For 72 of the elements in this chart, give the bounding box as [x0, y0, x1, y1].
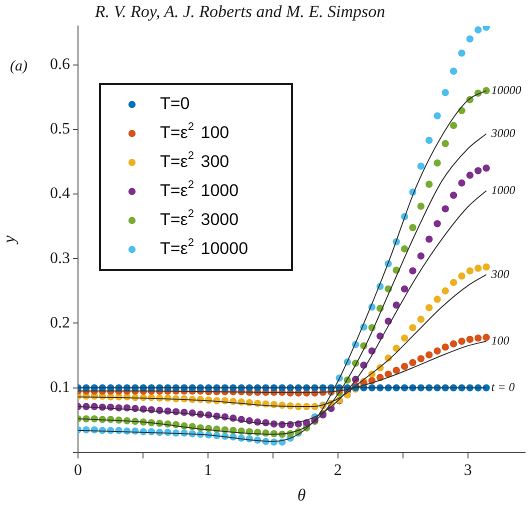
- point: [482, 263, 490, 271]
- point: [442, 205, 449, 212]
- point: [458, 272, 466, 280]
- y-tick-label: 0.2: [50, 314, 70, 332]
- point: [417, 202, 425, 210]
- series-label: 1000: [491, 182, 516, 197]
- point: [409, 224, 416, 232]
- point: [417, 162, 425, 170]
- point: [417, 316, 425, 323]
- point: [409, 324, 416, 332]
- point: [466, 35, 474, 43]
- point: [392, 366, 400, 374]
- x-tick-label: 1: [204, 462, 212, 480]
- point: [434, 112, 441, 120]
- point: [442, 88, 449, 96]
- point: [474, 264, 482, 272]
- series-label: 3000: [490, 126, 516, 140]
- point: [474, 334, 482, 342]
- y-tick-label: 0.1: [50, 378, 70, 396]
- point: [409, 267, 416, 274]
- point: [482, 87, 490, 94]
- y-axis-title: y: [0, 234, 19, 245]
- series-label: 100: [491, 333, 510, 348]
- point: [426, 351, 433, 358]
- point: [450, 122, 458, 130]
- x-tick-label: 2: [334, 462, 342, 480]
- point: [400, 245, 408, 252]
- point: [434, 296, 441, 303]
- point: [417, 252, 425, 260]
- point: [392, 302, 400, 309]
- series-label: t = 0: [491, 380, 515, 394]
- point: [450, 192, 458, 199]
- point: [466, 336, 474, 343]
- point: [426, 236, 433, 243]
- legend-label: T=0: [160, 94, 190, 114]
- point: [434, 159, 441, 167]
- point: [450, 278, 458, 286]
- point: [442, 140, 449, 148]
- x-tick-label: 0: [74, 462, 82, 480]
- point: [434, 347, 441, 355]
- point: [400, 362, 408, 370]
- point: [474, 26, 482, 34]
- point: [458, 179, 466, 187]
- x-tick-label: 3: [464, 462, 472, 480]
- point: [434, 220, 441, 228]
- point: [466, 267, 474, 274]
- point: [450, 68, 458, 75]
- point: [442, 287, 449, 294]
- point: [482, 334, 490, 341]
- series-label: 10000: [491, 82, 522, 97]
- point: [426, 180, 433, 188]
- point: [442, 343, 449, 351]
- point: [474, 167, 482, 174]
- point: [409, 359, 416, 366]
- y-tick-label: 0.4: [50, 185, 70, 202]
- point: [426, 136, 433, 144]
- y-tick-label: 0.3: [50, 250, 70, 267]
- point: [458, 338, 466, 345]
- point: [400, 285, 408, 293]
- point: [482, 164, 490, 172]
- text: (a): [10, 58, 28, 75]
- point: [426, 304, 433, 312]
- point: [417, 355, 425, 362]
- point: [458, 50, 466, 57]
- y-tick-label: 0.5: [50, 120, 70, 138]
- point: [466, 172, 474, 179]
- x-axis-title: θ: [297, 485, 306, 504]
- chart-title: R. V. Roy, A. J. Roberts and M. E. Simpson: [94, 2, 386, 22]
- series-label: 300: [490, 266, 510, 281]
- point: [400, 334, 408, 342]
- y-tick-label: 0.6: [50, 56, 70, 73]
- point: [450, 340, 458, 348]
